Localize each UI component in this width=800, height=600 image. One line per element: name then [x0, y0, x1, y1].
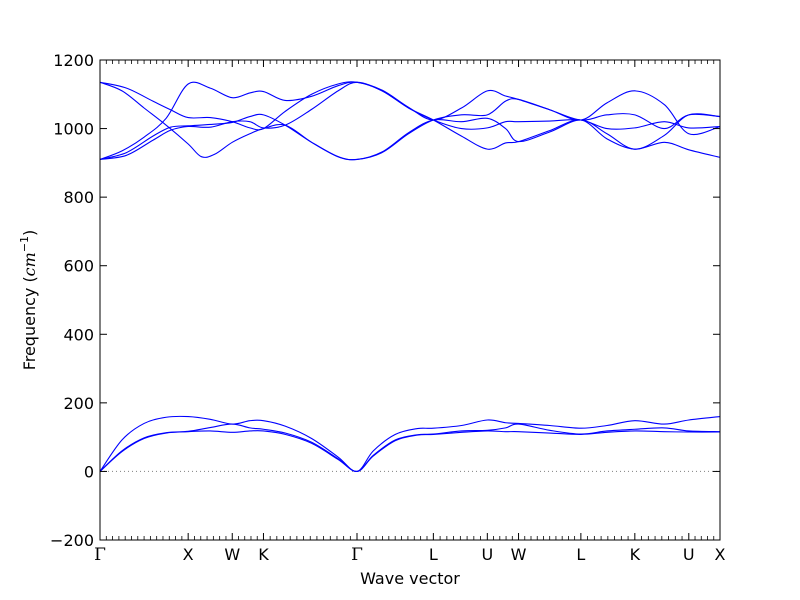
kpoint-label: U — [481, 545, 493, 564]
kpoint-label: Γ — [94, 545, 106, 565]
y-tick-label: 1000 — [53, 120, 94, 139]
x-axis-label: Wave vector — [360, 569, 460, 588]
series-layer — [100, 81, 720, 472]
y-axis-label-exponent: −1 — [18, 236, 31, 252]
y-tick-label: −200 — [50, 531, 94, 550]
y-axis-label-unit: cm — [20, 252, 39, 276]
minor-tick-layer — [105, 60, 715, 540]
kpoint-label: L — [429, 545, 438, 564]
y-tick-label: 600 — [63, 257, 94, 276]
y-axis-label-close: ) — [20, 230, 39, 236]
phonon-branch-2 — [100, 423, 720, 472]
y-axis-ticks: −200 0 200 400 600 800 1000 1200 — [50, 51, 720, 550]
phonon-branch-7 — [100, 81, 720, 136]
kpoint-label: X — [183, 545, 194, 564]
y-tick-label: 1200 — [53, 51, 94, 70]
kpoint-label: K — [630, 545, 641, 564]
kpoint-label: Γ — [351, 545, 363, 565]
kpoint-label: L — [576, 545, 585, 564]
y-axis-label: Frequency (cm−1) — [18, 230, 39, 371]
kpoint-label: W — [224, 545, 240, 564]
y-tick-label: 0 — [84, 462, 94, 481]
y-tick-label: 800 — [63, 188, 94, 207]
y-axis-label-main: Frequency ( — [20, 276, 39, 370]
phonon-branch-5 — [100, 98, 720, 161]
plot-frame — [99, 59, 721, 541]
phonon-branch-6 — [100, 81, 720, 161]
phonon-branch-3 — [100, 415, 720, 472]
kpoint-label: X — [715, 545, 726, 564]
kpoint-label: W — [511, 545, 527, 564]
y-tick-label: 400 — [63, 325, 94, 344]
y-tick-label: 200 — [63, 394, 94, 413]
kpoint-label: K — [258, 545, 269, 564]
kpoint-label: U — [683, 545, 695, 564]
phonon-branch-8 — [100, 81, 720, 160]
